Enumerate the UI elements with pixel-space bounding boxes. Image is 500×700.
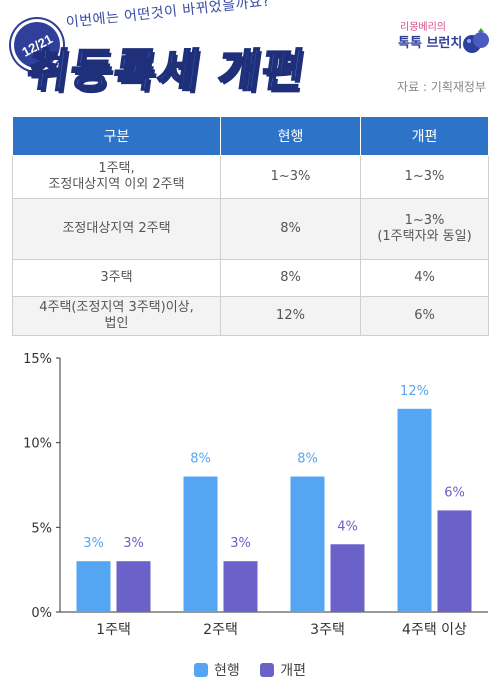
cell-revised: 6% (360, 296, 489, 336)
cell-category: 조정대상지역 2주택 (12, 198, 221, 260)
cell-current: 8% (220, 198, 361, 260)
table-row: 1주택, 조정대상지역 이외 2주택 1~3% 1~3% (12, 155, 489, 199)
legend-label-current: 현행 (214, 663, 240, 679)
table-row: 조정대상지역 2주택 8% 1~3% (1주택자와 동일) (12, 198, 489, 260)
table-header-row: 구분 현행 개편 (12, 116, 489, 156)
cell-category: 4주택(조정지역 3주택)이상, 법인 (12, 296, 221, 336)
header-current: 현행 (220, 116, 361, 156)
cell-revised: 1~3% (360, 155, 489, 199)
bar (223, 561, 258, 612)
x-tick-label: 3주택 (310, 622, 345, 638)
data-label: 12% (400, 384, 429, 399)
source-note: 자료 : 기획재정부 (397, 80, 486, 94)
x-tick-label: 4주택 이상 (402, 622, 467, 638)
legend-item-revised: 개편 (260, 660, 306, 680)
data-label: 3% (123, 536, 144, 551)
bar (76, 561, 111, 612)
legend-label-revised: 개편 (280, 663, 306, 679)
table-row: 4주택(조정지역 3주택)이상, 법인 12% 6% (12, 296, 489, 336)
bar (183, 476, 218, 612)
page-title: 취등록세 개편 (23, 43, 311, 98)
y-tick-label: 5% (31, 521, 52, 536)
y-tick-label: 15% (23, 352, 52, 367)
bar (397, 408, 432, 612)
data-label: 4% (337, 519, 358, 534)
cell-current: 1~3% (220, 155, 361, 199)
data-label: 3% (230, 536, 251, 551)
header-revised: 개편 (360, 116, 489, 156)
header: 12/21 이번에는 어떤것이 바뀌었을까요? 취등록세 개편 리몽베리의 톡톡… (0, 0, 500, 108)
data-label: 6% (444, 485, 465, 500)
bar-chart: 0% 5% 10% 15% 3% 3% 1주택 8% 3% 2주택 8% 4% 3주택 12% 6% 4주택 … (23, 352, 488, 638)
cell-current: 8% (220, 259, 361, 297)
cell-revised: 1~3% (1주택자와 동일) (360, 198, 489, 260)
subtitle: 이번에는 어떤것이 바뀌었을까요? (65, 0, 271, 31)
legend: 현행 개편 (0, 660, 500, 681)
x-tick-label: 1주택 (96, 622, 131, 638)
data-label: 3% (83, 536, 104, 551)
data-label: 8% (297, 452, 318, 467)
cell-category: 1주택, 조정대상지역 이외 2주택 (12, 155, 221, 199)
brand-logo: 리몽베리의 톡톡 브런치 (398, 14, 492, 58)
tax-table: 구분 현행 개편 1주택, 조정대상지역 이외 2주택 1~3% 1~3% 조정… (12, 116, 489, 336)
y-tick-label: 10% (23, 437, 52, 452)
cell-current: 12% (220, 296, 361, 336)
table-row: 3주택 8% 4% (12, 259, 489, 297)
x-tick-label: 2주택 (203, 622, 238, 638)
logo-line2: 톡톡 브런치 (398, 36, 463, 51)
bar (330, 544, 365, 612)
data-label: 8% (190, 452, 211, 467)
y-tick-label: 0% (31, 606, 52, 621)
cell-revised: 4% (360, 259, 489, 297)
legend-item-current: 현행 (194, 660, 240, 680)
legend-swatch-revised (260, 663, 275, 677)
bar (437, 510, 472, 612)
blueberry-icon (463, 28, 489, 53)
header-category: 구분 (12, 116, 221, 156)
bar (116, 561, 151, 612)
bar (290, 476, 325, 612)
cell-category: 3주택 (12, 259, 221, 297)
legend-swatch-current (194, 663, 208, 677)
logo-line1: 리몽베리의 (400, 22, 446, 33)
